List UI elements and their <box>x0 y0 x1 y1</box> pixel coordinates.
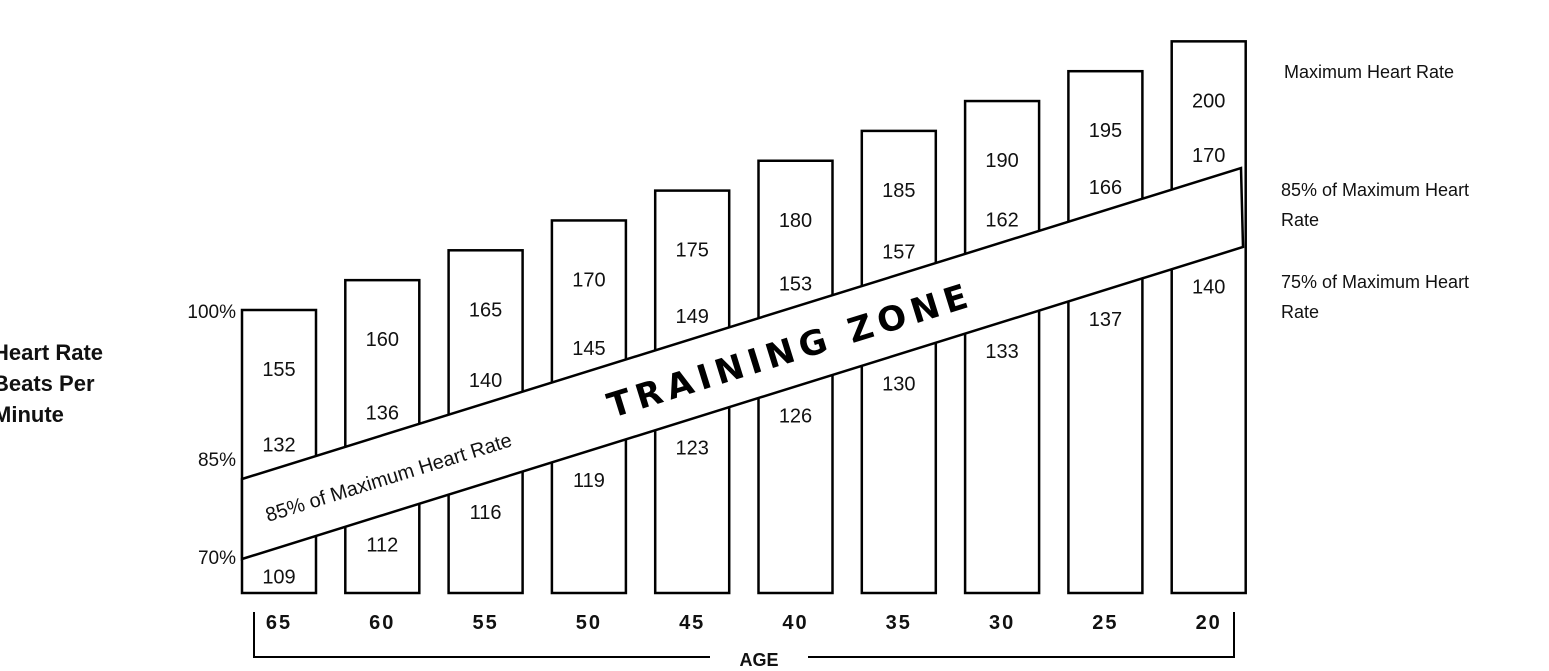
age-tick-40: 40 <box>782 612 808 634</box>
p75-value-age-35: 130 <box>882 373 915 395</box>
max-value-age-25: 195 <box>1089 120 1122 142</box>
right-label-p75-line1: 75% of Maximum Heart <box>1281 272 1469 292</box>
p85-value-age-40: 153 <box>779 274 812 296</box>
y-axis-label-line-3: Minute <box>0 402 64 427</box>
bar-age-25 <box>1067 69 1144 595</box>
p75-value-age-30: 133 <box>985 341 1018 363</box>
right-label-p85-line1: 85% of Maximum Heart <box>1281 180 1469 200</box>
age-tick-50: 50 <box>576 612 602 634</box>
p75-value-age-45: 123 <box>676 438 709 460</box>
y-axis-label-line-2: Beats Per <box>0 371 95 396</box>
p75-value-age-20: 140 <box>1192 277 1225 299</box>
max-value-age-60: 160 <box>366 329 399 351</box>
max-value-age-50: 170 <box>572 269 605 291</box>
p85-value-age-20: 170 <box>1192 145 1225 167</box>
p75-value-age-60: 112 <box>366 534 398 556</box>
y-marker-100pct: 100% <box>187 302 236 323</box>
p85-value-age-50: 145 <box>572 338 605 360</box>
age-tick-35: 35 <box>886 612 912 634</box>
age-tick-30: 30 <box>989 612 1015 634</box>
max-value-age-40: 180 <box>779 210 812 232</box>
training-zone-band <box>240 166 1245 561</box>
p75-value-age-55: 116 <box>470 502 502 524</box>
x-axis-title: AGE <box>739 650 778 670</box>
max-value-age-30: 190 <box>985 150 1018 172</box>
age-tick-65: 65 <box>266 612 292 634</box>
right-label-p85-line2: Rate <box>1281 210 1319 230</box>
p75-value-age-65: 109 <box>262 566 295 588</box>
y-marker-70pct: 70% <box>198 548 236 569</box>
p85-value-age-30: 162 <box>985 209 1018 231</box>
bar-age-20 <box>1170 40 1247 595</box>
p75-value-age-50: 119 <box>573 470 605 492</box>
y-axis-label-line-1: Heart Rate <box>0 340 103 365</box>
age-bracket-right <box>808 612 1235 658</box>
age-tick-25: 25 <box>1092 612 1118 634</box>
p85-value-age-25: 166 <box>1089 177 1122 199</box>
y-marker-85pct: 85% <box>198 450 236 471</box>
p85-value-age-65: 132 <box>262 434 295 456</box>
age-tick-20: 20 <box>1196 612 1222 634</box>
right-label-max: Maximum Heart Rate <box>1284 62 1454 82</box>
max-value-age-35: 185 <box>882 180 915 202</box>
max-value-age-55: 165 <box>469 299 502 321</box>
max-value-age-65: 155 <box>262 359 295 381</box>
p85-value-age-45: 149 <box>676 306 709 328</box>
p85-value-age-60: 136 <box>366 402 399 424</box>
p75-value-age-25: 137 <box>1089 309 1122 331</box>
age-tick-55: 55 <box>472 612 498 634</box>
p85-value-age-35: 157 <box>882 242 915 264</box>
right-label-p75-line2: Rate <box>1281 302 1319 322</box>
max-value-age-20: 200 <box>1192 90 1225 112</box>
age-bracket-left <box>253 612 710 658</box>
bar-age-30 <box>963 99 1041 595</box>
age-tick-60: 60 <box>369 612 395 634</box>
p75-value-age-40: 126 <box>779 405 812 427</box>
max-value-age-45: 175 <box>676 240 709 262</box>
p85-value-age-55: 140 <box>469 370 502 392</box>
age-tick-45: 45 <box>679 612 705 634</box>
